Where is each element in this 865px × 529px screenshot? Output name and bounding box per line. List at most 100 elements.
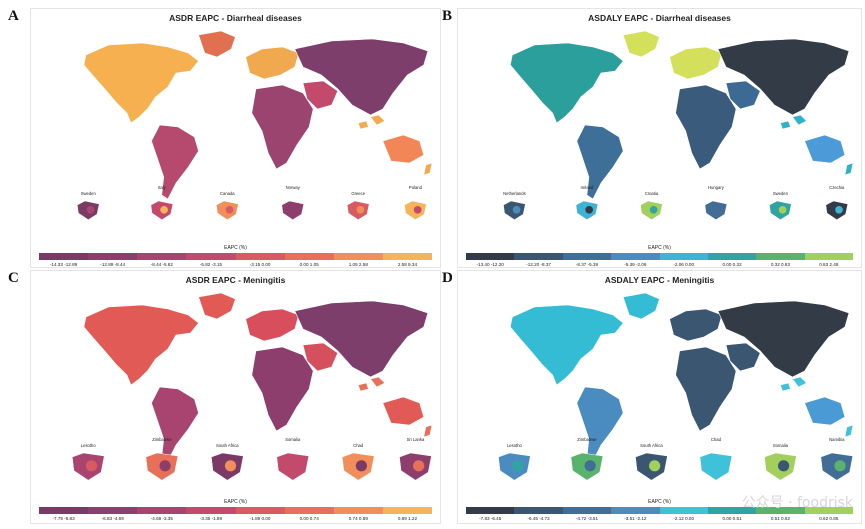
region-greenland	[622, 30, 660, 58]
region-north-america	[509, 42, 624, 124]
legend-swatch	[466, 253, 515, 260]
legend-ticks: -7.79 -6.83 -6.83 -4.69 -4.69 -3.35 -3.35 -…	[39, 516, 432, 521]
world-map: Lesotho Zimbabwe South Africa Chad Somalia Na…	[498, 292, 854, 481]
region-oceania	[382, 396, 425, 426]
inset-subregion	[224, 460, 237, 472]
inset-label: Namibia	[829, 437, 845, 442]
inset-label: Canada	[220, 191, 235, 196]
inset-subregion	[159, 460, 171, 472]
legend-colorbar	[466, 253, 853, 260]
legend-bin-label: 0.89 1.22	[397, 516, 418, 521]
legend: EAPC (%) -14.33 -12.89 -12.89 -8.44 -8.44 …	[39, 245, 432, 275]
legend-bin-label: -14.33 -12.89	[49, 262, 78, 267]
legend-swatch	[659, 507, 708, 514]
legend-swatch	[284, 507, 334, 514]
inset-subregion	[512, 460, 524, 472]
inset-subregion	[512, 205, 521, 214]
region-islands	[780, 114, 854, 176]
legend-bin-label: -3.51 -2.12	[624, 516, 647, 521]
legend-swatch	[39, 253, 89, 260]
legend-swatch	[562, 507, 612, 514]
region-asia	[717, 300, 850, 378]
legend-bin-label: -13.40 -12.20	[476, 262, 504, 267]
inset-subregion	[649, 205, 658, 214]
world-map: Sweden Italy Canada Norway Greece Poland	[76, 30, 433, 220]
legend-colorbar	[466, 507, 853, 514]
inset-subregion	[714, 205, 722, 214]
legend-swatch	[514, 253, 563, 260]
panel-letter: A	[8, 8, 19, 24]
panel-title: ASDALY EAPC - Diarrheal diseases	[588, 13, 731, 23]
legend-bin-label: -1.89 0.00	[249, 516, 271, 521]
inset-label: Lesotho	[507, 443, 523, 448]
legend-swatch	[562, 253, 612, 260]
region-middle-east	[725, 80, 761, 110]
inset-subregion	[290, 460, 302, 472]
legend-swatch	[804, 507, 853, 514]
inset-label: Italy	[158, 185, 167, 190]
inset-label: Sri Lanka	[407, 437, 425, 442]
legend-swatch	[137, 253, 187, 260]
legend-swatch	[756, 253, 805, 260]
legend-bin-label: -6.45 -4.72	[527, 516, 550, 521]
legend: EAPC (%) -7.79 -6.83 -6.83 -4.69 -4.69 -3.…	[39, 499, 432, 529]
inset-subregion	[778, 205, 787, 214]
inset-label: South Africa	[640, 443, 663, 448]
inset-label: Norway	[286, 185, 301, 190]
inset-subregion	[834, 460, 846, 472]
legend-bin-label: -4.72 -3.51	[575, 516, 599, 521]
inset-subregion	[713, 460, 725, 472]
legend-bin-label: 0.00 0.74	[299, 516, 319, 521]
inset-label: Sweden	[81, 191, 97, 196]
inset-label: Somalia	[285, 437, 301, 442]
legend-title: EAPC (%)	[648, 245, 671, 251]
legend-swatch	[186, 507, 236, 514]
region-oceania	[804, 134, 846, 164]
inset-subregion	[225, 205, 234, 214]
inset-label: Czechia	[829, 185, 845, 190]
legend-swatch	[39, 507, 89, 514]
legend-bin-label: 0.00 0.32	[722, 262, 742, 267]
legend-swatch	[137, 507, 187, 514]
legend-bin-label: -2.12 0.00	[673, 516, 695, 521]
inset-subregion	[649, 460, 661, 472]
inset-label: Chad	[711, 437, 722, 442]
region-europe	[245, 308, 300, 342]
region-africa	[251, 84, 314, 170]
legend-colorbar	[39, 253, 432, 260]
legend-swatch	[611, 507, 660, 514]
region-north-america	[83, 304, 199, 386]
inset-label: Greece	[351, 191, 365, 196]
region-europe	[669, 308, 723, 342]
legend-bin-label: 0.00 0.51	[722, 516, 742, 521]
legend-swatch	[333, 507, 383, 514]
legend-bin-label: 2.58 9.34	[397, 262, 418, 267]
legend-bin-label: 0.74 0.89	[348, 516, 368, 521]
legend-swatch	[514, 507, 563, 514]
region-europe	[245, 46, 300, 80]
legend: EAPC (%) -7.83 -6.45 -6.45 -4.72 -4.72 -3.…	[466, 499, 853, 529]
inset-subregion	[835, 205, 843, 214]
inset-label: Chad	[353, 443, 364, 448]
region-islands	[357, 114, 433, 176]
region-islands	[357, 376, 433, 438]
inset-subregion	[585, 205, 594, 214]
panel-b: ASDALY EAPC - Diarrheal diseases Netherl…	[457, 8, 862, 268]
legend-swatch	[707, 507, 757, 514]
inset-label: Ireland	[581, 185, 594, 190]
legend-bin-label: -5.82 -3.15	[199, 262, 223, 267]
inset-subregion	[85, 460, 98, 472]
panel-d: ASDALY EAPC - Meningitis Lesotho Zimbabwe…	[457, 270, 862, 524]
legend-swatch	[611, 253, 660, 260]
legend-bin-label: -12.89 -8.44	[100, 262, 126, 267]
legend-bin-label: 0.51 0.62	[770, 516, 791, 521]
inset-subregion	[291, 205, 299, 214]
region-greenland	[198, 292, 236, 320]
region-asia	[294, 300, 429, 378]
inset-label: Lesotho	[81, 443, 97, 448]
region-greenland	[622, 292, 660, 320]
region-oceania	[804, 396, 846, 426]
region-asia	[294, 38, 429, 116]
legend-swatch	[88, 507, 138, 514]
legend-title: EAPC (%)	[224, 499, 247, 505]
